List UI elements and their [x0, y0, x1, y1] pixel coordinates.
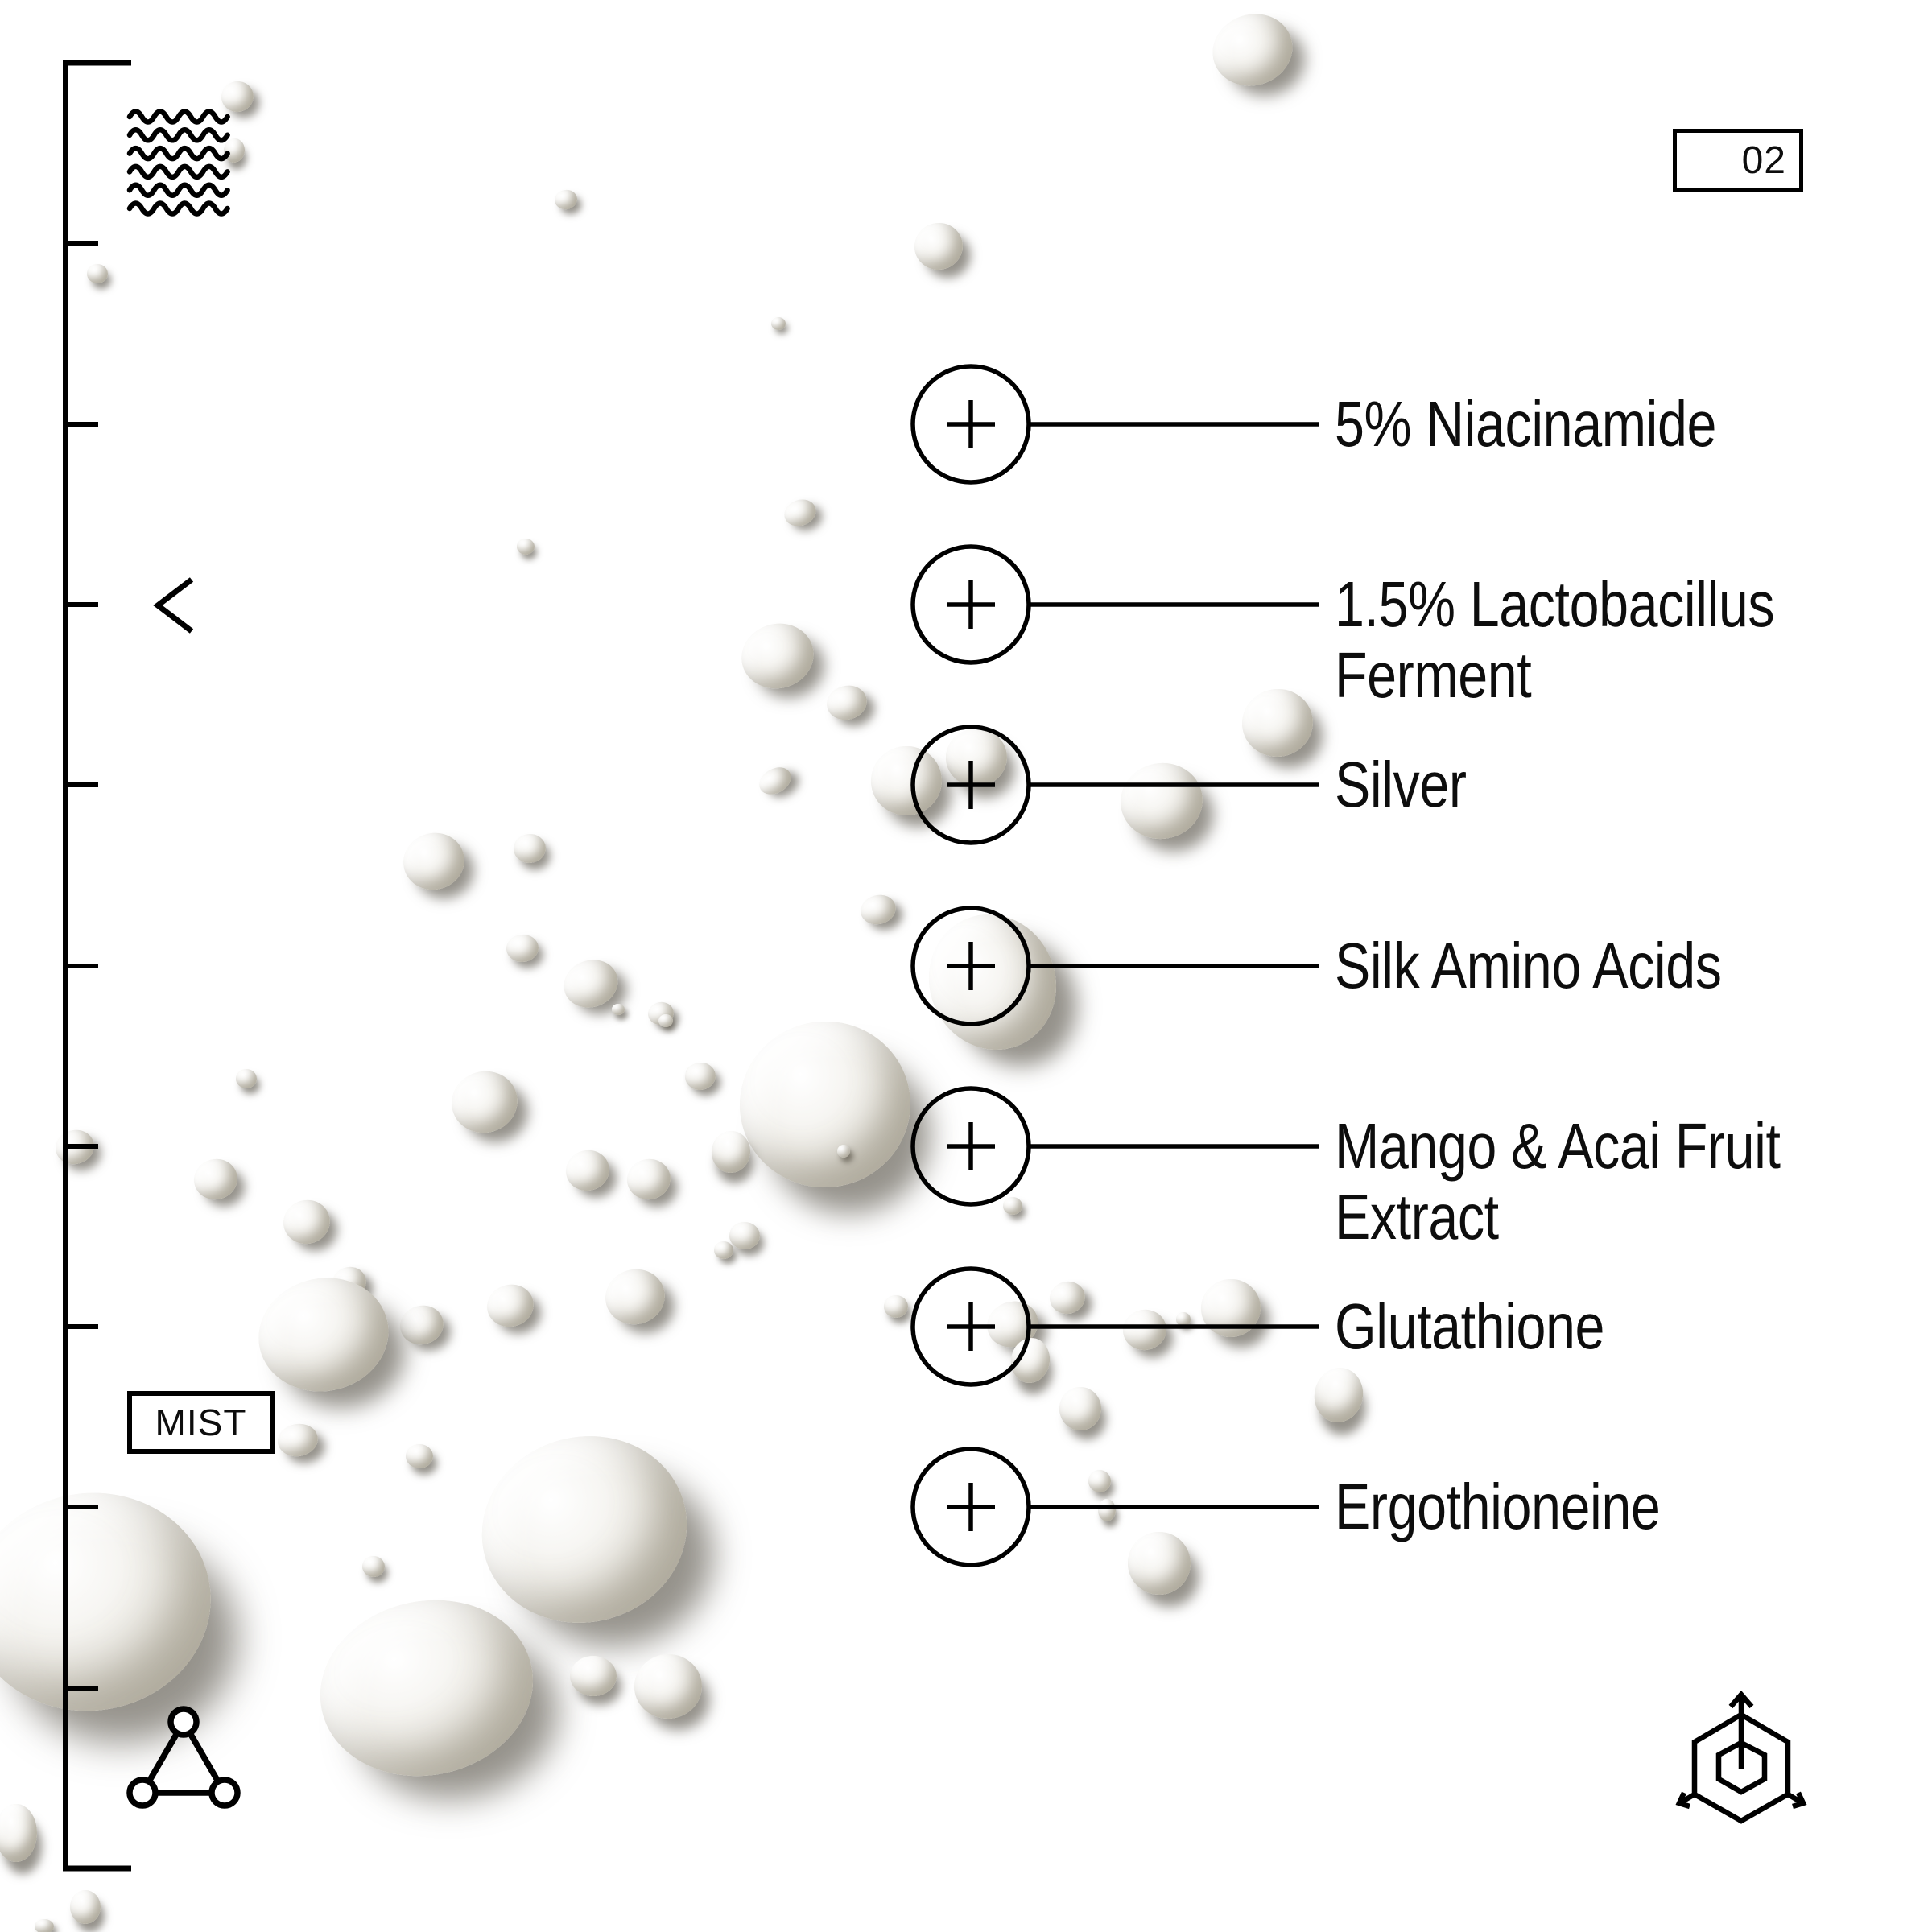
water-droplet — [1125, 1529, 1194, 1598]
water-droplet — [1088, 1470, 1111, 1492]
water-droplet — [236, 1069, 257, 1088]
ingredient-hotspot-silk-amino-acids[interactable] — [910, 906, 1031, 1026]
water-droplet — [553, 188, 579, 212]
water-droplet — [631, 1651, 705, 1722]
water-droplet — [279, 1195, 335, 1249]
water-droplet — [561, 1145, 614, 1196]
hotspot-circle — [910, 1086, 1031, 1207]
mist-tag: MIST — [127, 1391, 275, 1454]
water-droplet — [612, 1004, 625, 1015]
water-droplet — [1176, 1312, 1191, 1327]
water-droplet — [395, 1300, 448, 1350]
water-droplet — [460, 1413, 708, 1646]
water-droplet — [780, 495, 820, 530]
hotspot-circle — [910, 544, 1031, 665]
hotspot-circle — [910, 364, 1031, 485]
water-droplet — [248, 1265, 399, 1404]
plus-icon — [947, 1483, 995, 1531]
water-droplet — [837, 1145, 850, 1158]
water-droplet — [1196, 1274, 1265, 1342]
water-droplet — [517, 539, 535, 555]
water-droplet — [623, 1154, 675, 1204]
water-droplet — [406, 1444, 433, 1468]
mist-label: MIST — [155, 1402, 247, 1443]
water-droplet — [1236, 683, 1319, 763]
page-number: 02 — [1741, 138, 1786, 182]
back-chevron-icon[interactable] — [153, 577, 194, 634]
water-droplet — [599, 1262, 671, 1331]
water-droplet — [0, 1477, 225, 1727]
water-droplet — [35, 1919, 54, 1932]
page-number-badge: 02 — [1673, 129, 1803, 192]
water-droplet — [362, 1556, 385, 1577]
ingredient-hotspot-silver[interactable] — [910, 724, 1031, 845]
water-droplet — [482, 1279, 539, 1332]
water-droplet — [222, 137, 246, 164]
ingredient-hotspot-lactobacillus-ferment[interactable] — [910, 544, 1031, 665]
water-droplet — [444, 1063, 525, 1141]
water-droplet — [1114, 756, 1209, 846]
water-droplet — [910, 218, 968, 275]
hotspot-circle — [910, 1266, 1031, 1387]
water-droplet — [0, 1804, 37, 1862]
water-droplet — [714, 1241, 733, 1259]
hotspot-circle — [910, 724, 1031, 845]
plus-icon — [947, 1122, 995, 1170]
water-droplet — [189, 1154, 242, 1205]
plus-icon — [947, 400, 995, 448]
plus-icon — [947, 1302, 995, 1351]
water-droplet — [1046, 1277, 1089, 1319]
water-droplet — [734, 615, 821, 697]
ingredient-hotspot-glutathione[interactable] — [910, 1266, 1031, 1387]
water-droplet — [570, 1656, 617, 1696]
water-droplet — [1309, 1363, 1368, 1427]
water-droplet — [70, 1890, 101, 1924]
water-droplet — [884, 1295, 908, 1318]
plus-icon — [947, 580, 995, 629]
water-droplet — [754, 762, 796, 800]
water-droplet — [658, 1014, 673, 1027]
water-droplet — [512, 832, 547, 865]
water-droplet — [683, 1060, 718, 1092]
water-droplet — [1098, 1499, 1116, 1521]
hotspot-circle — [910, 1447, 1031, 1567]
water-droplet — [771, 317, 786, 330]
water-droplet — [729, 1010, 922, 1199]
water-droplet — [1120, 1306, 1170, 1354]
water-droplet — [1059, 1387, 1101, 1430]
ingredient-hotspot-mango-acai-fruit-extract[interactable] — [910, 1086, 1031, 1207]
ingredient-hotspot-ergothioneine[interactable] — [910, 1447, 1031, 1567]
water-droplet — [87, 264, 108, 283]
water-droplet — [1003, 1197, 1022, 1215]
water-droplet — [397, 826, 471, 897]
ingredient-hotspot-niacinamide[interactable] — [910, 364, 1031, 485]
water-droplet — [52, 1125, 98, 1169]
water-droplet — [303, 1580, 550, 1796]
plus-icon — [947, 761, 995, 809]
water-droplet — [857, 890, 899, 929]
water-droplet — [729, 1222, 760, 1249]
plus-icon — [947, 942, 995, 990]
water-droplet — [275, 1420, 321, 1460]
water-droplet — [505, 933, 540, 964]
hotspot-circle — [910, 906, 1031, 1026]
water-droplet — [217, 77, 258, 116]
water-droplet — [823, 681, 871, 724]
water-droplet — [1203, 3, 1302, 97]
